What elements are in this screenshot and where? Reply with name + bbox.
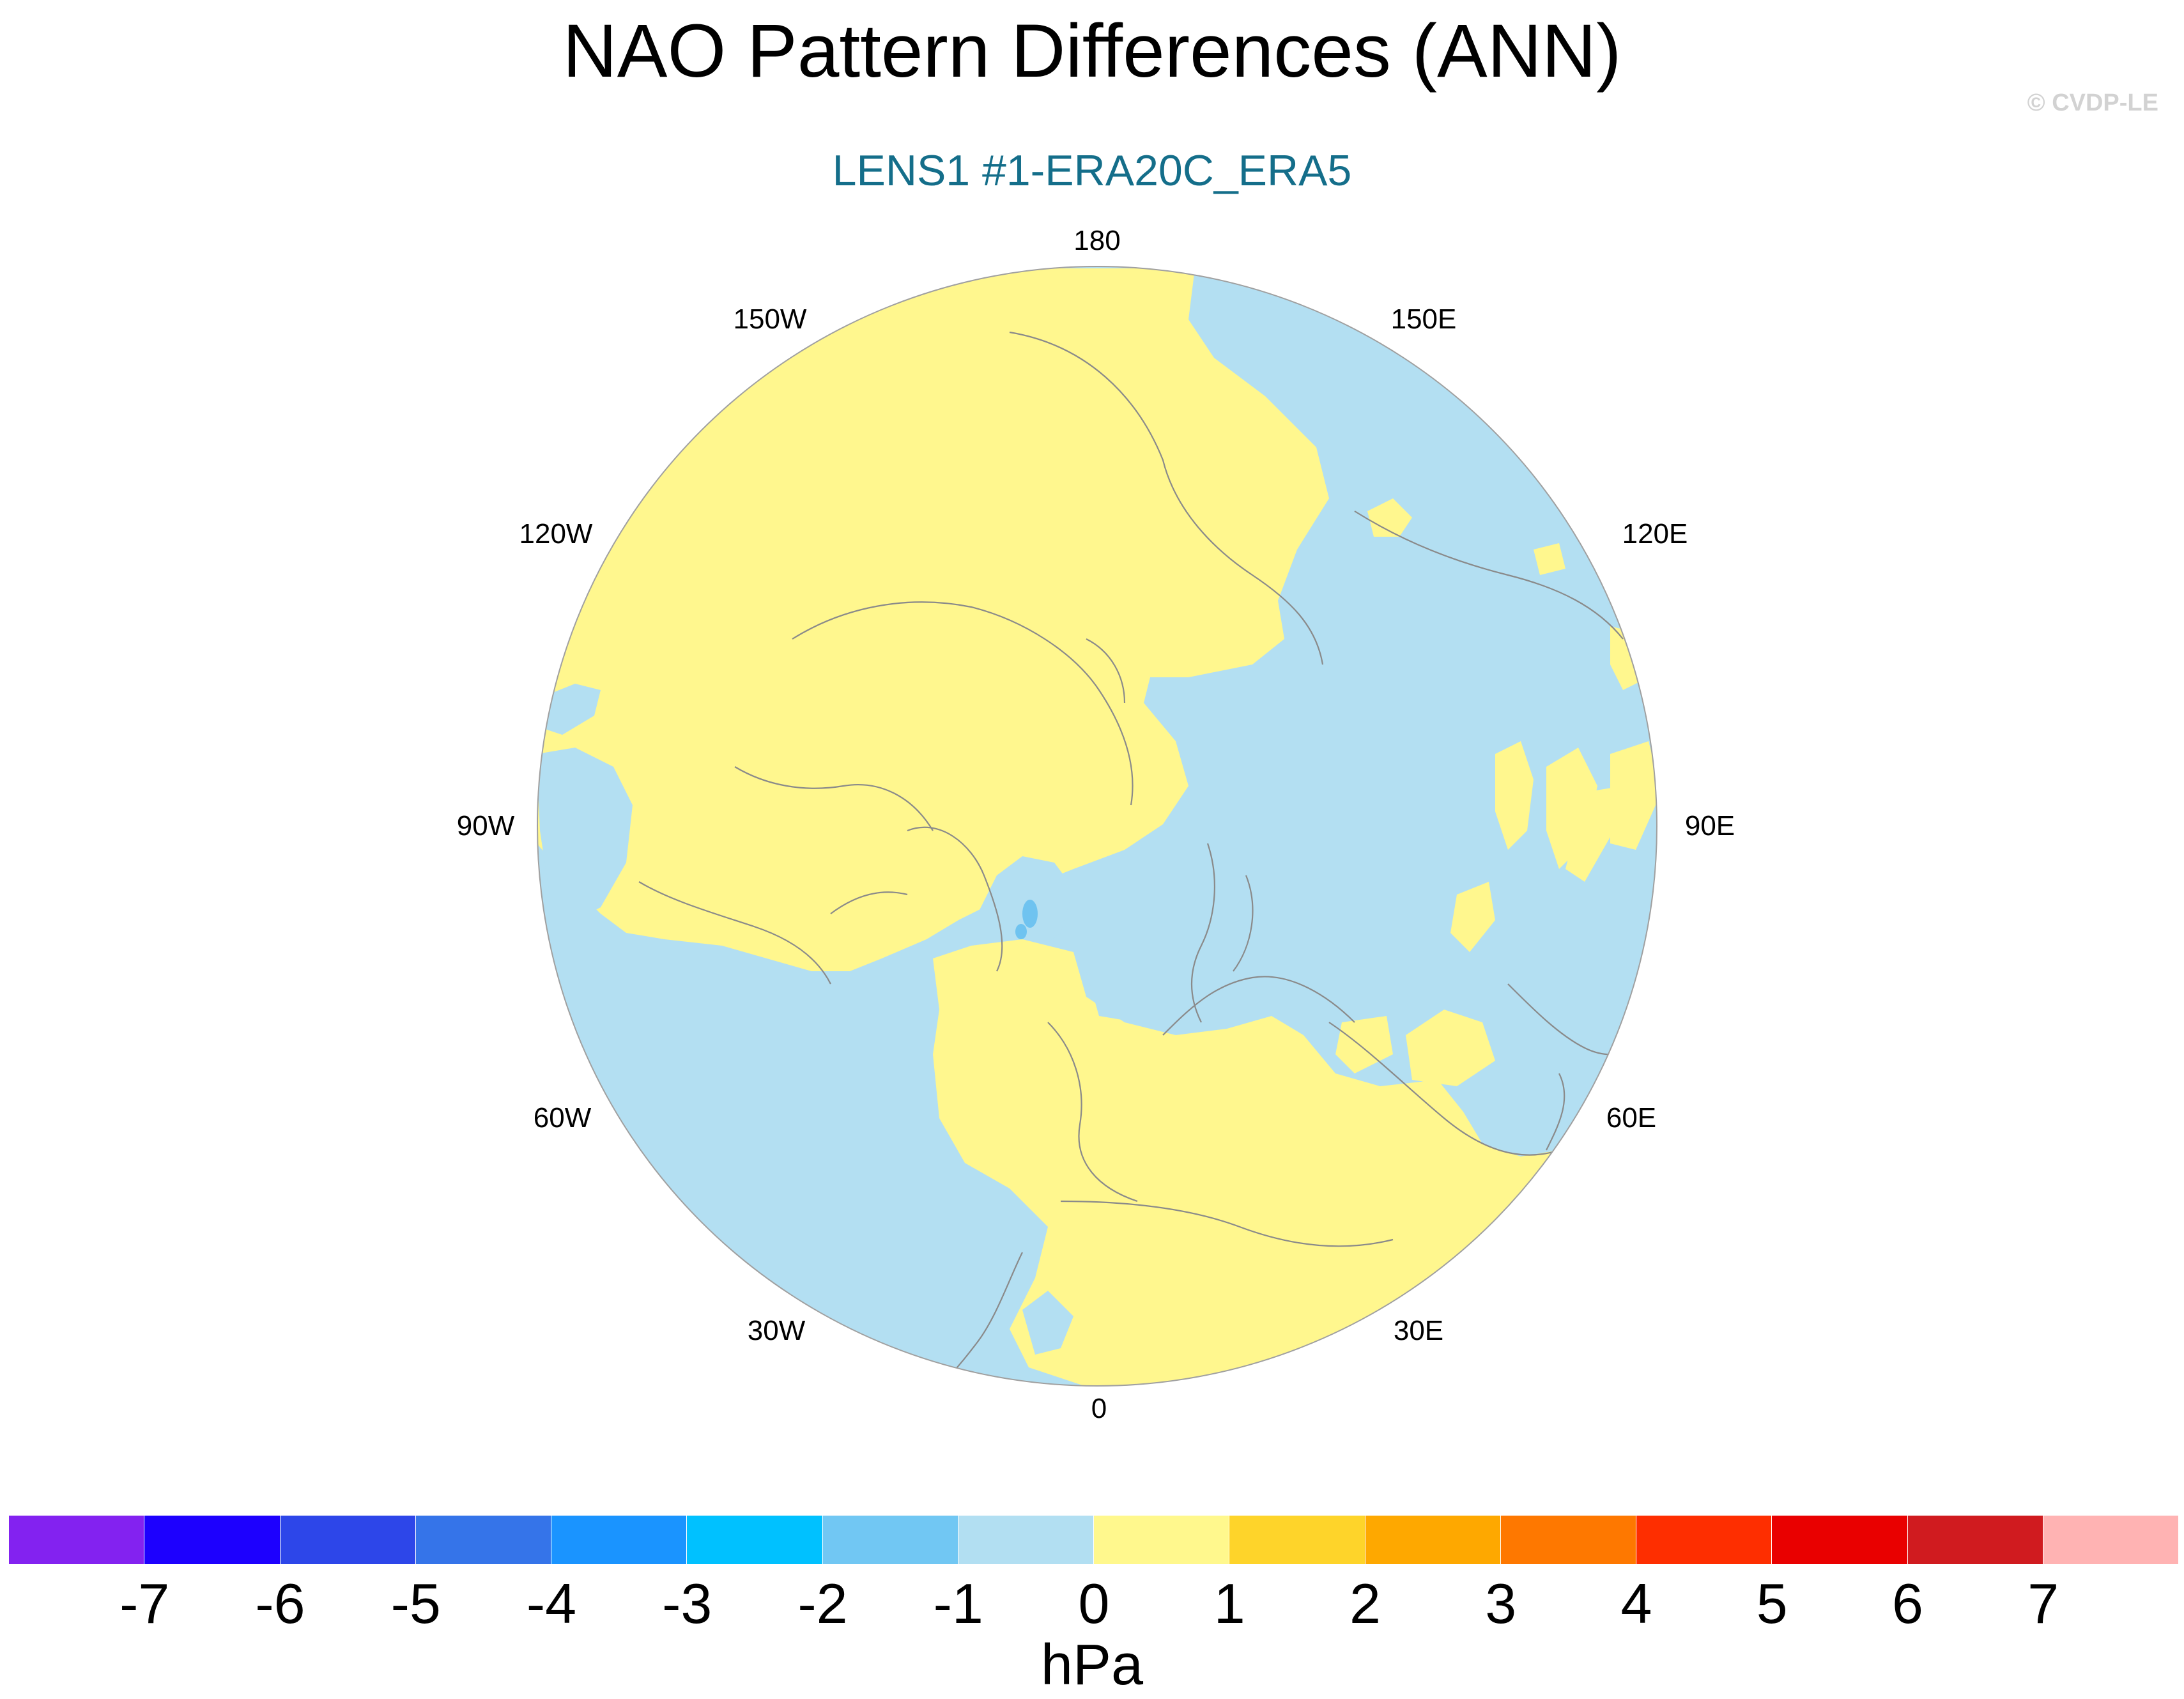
lon-label-180: 180 xyxy=(1073,225,1121,256)
positive-streak-asia-3 xyxy=(1565,786,1623,882)
colorbar-swatch-0 xyxy=(9,1516,145,1564)
colorbar-tick-label: 6 xyxy=(1892,1572,1923,1635)
coastlines xyxy=(638,331,1656,1386)
colorbar-units: hPa xyxy=(1040,1633,1144,1697)
colorbar-swatch-8 xyxy=(1094,1516,1230,1564)
colorbar-tick-label: 3 xyxy=(1485,1572,1517,1635)
lon-label-150w: 150W xyxy=(733,304,807,335)
positive-streak-asia-6 xyxy=(1406,1010,1495,1086)
chart-subtitle: LENS1 #1-ERA20C_ERA5 xyxy=(832,146,1352,195)
positive-streak-asia-4 xyxy=(1610,741,1657,850)
colorbar-tick-label: 7 xyxy=(2027,1572,2059,1635)
colorbar-swatch-5 xyxy=(687,1516,823,1564)
colorbar-swatch-9 xyxy=(1229,1516,1365,1564)
lon-label-0: 0 xyxy=(1091,1393,1107,1424)
colorbar-swatch-10 xyxy=(1365,1516,1501,1564)
colorbar-swatch-12 xyxy=(1636,1516,1773,1564)
map-border xyxy=(537,266,1657,1387)
colorbar-swatch-4 xyxy=(551,1516,688,1564)
colorbar-swatch-1 xyxy=(144,1516,281,1564)
negative-hudson-core-2 xyxy=(1015,924,1027,939)
colorbar-tick-label: -6 xyxy=(255,1572,305,1635)
chart-title: NAO Pattern Differences (ANN) xyxy=(562,9,1622,93)
positive-spot-siberia-1 xyxy=(1367,498,1412,537)
colorbar-tick-label: 2 xyxy=(1350,1572,1381,1635)
lon-label-30w: 30W xyxy=(747,1315,806,1346)
colorbar-tick-label: -4 xyxy=(526,1572,577,1635)
lon-label-150e: 150E xyxy=(1390,304,1457,335)
colorbar-tick-label: 0 xyxy=(1078,1572,1110,1635)
colorbar-swatch-7 xyxy=(958,1516,1094,1564)
colorbar-tick-label: -2 xyxy=(797,1572,848,1635)
copyright-label: © CVDP-LE xyxy=(2027,89,2158,116)
positive-region-pacific-america xyxy=(537,268,1329,971)
polar-map xyxy=(537,266,1657,1387)
colorbar-tick-label: -1 xyxy=(933,1572,983,1635)
lon-label-60e: 60E xyxy=(1606,1102,1657,1134)
negative-notch-europe xyxy=(1086,958,1150,1022)
positive-region-europe-africa xyxy=(933,939,1591,1386)
positive-spot-siberia-2 xyxy=(1534,543,1565,575)
negative-patch-pacific-2 xyxy=(537,748,633,920)
negative-hudson xyxy=(971,856,1073,965)
colorbar-tick-label: -7 xyxy=(119,1572,170,1635)
lon-label-120e: 120E xyxy=(1622,518,1688,550)
colorbar-tick-label: -3 xyxy=(662,1572,712,1635)
negative-hudson-core xyxy=(1022,900,1038,928)
colorbar xyxy=(9,1516,2179,1564)
colorbar-tick-label: -5 xyxy=(390,1572,441,1635)
positive-streak-asia-5 xyxy=(1450,882,1495,952)
colorbar-swatch-2 xyxy=(280,1516,416,1564)
colorbar-swatch-11 xyxy=(1500,1516,1636,1564)
colorbar-tick-label: 1 xyxy=(1213,1572,1245,1635)
negative-tongue-africa xyxy=(1022,1291,1073,1355)
positive-streak-asia-1 xyxy=(1495,741,1534,850)
lon-label-30e: 30E xyxy=(1393,1315,1444,1346)
lon-label-90e: 90E xyxy=(1684,810,1735,842)
colorbar-swatch-15 xyxy=(2043,1516,2179,1564)
lon-label-90w: 90W xyxy=(456,810,515,842)
colorbar-tick-label: 4 xyxy=(1620,1572,1652,1635)
colorbar-tick-label: 5 xyxy=(1756,1572,1788,1635)
positive-streak-asia-7 xyxy=(1335,1016,1393,1073)
lon-label-120w: 120W xyxy=(519,518,593,550)
negative-patch-pacific xyxy=(543,684,601,735)
lon-label-60w: 60W xyxy=(533,1102,592,1134)
colorbar-swatch-13 xyxy=(1772,1516,1908,1564)
colorbar-swatch-6 xyxy=(822,1516,958,1564)
colorbar-swatch-14 xyxy=(1907,1516,2043,1564)
colorbar-swatch-3 xyxy=(415,1516,551,1564)
